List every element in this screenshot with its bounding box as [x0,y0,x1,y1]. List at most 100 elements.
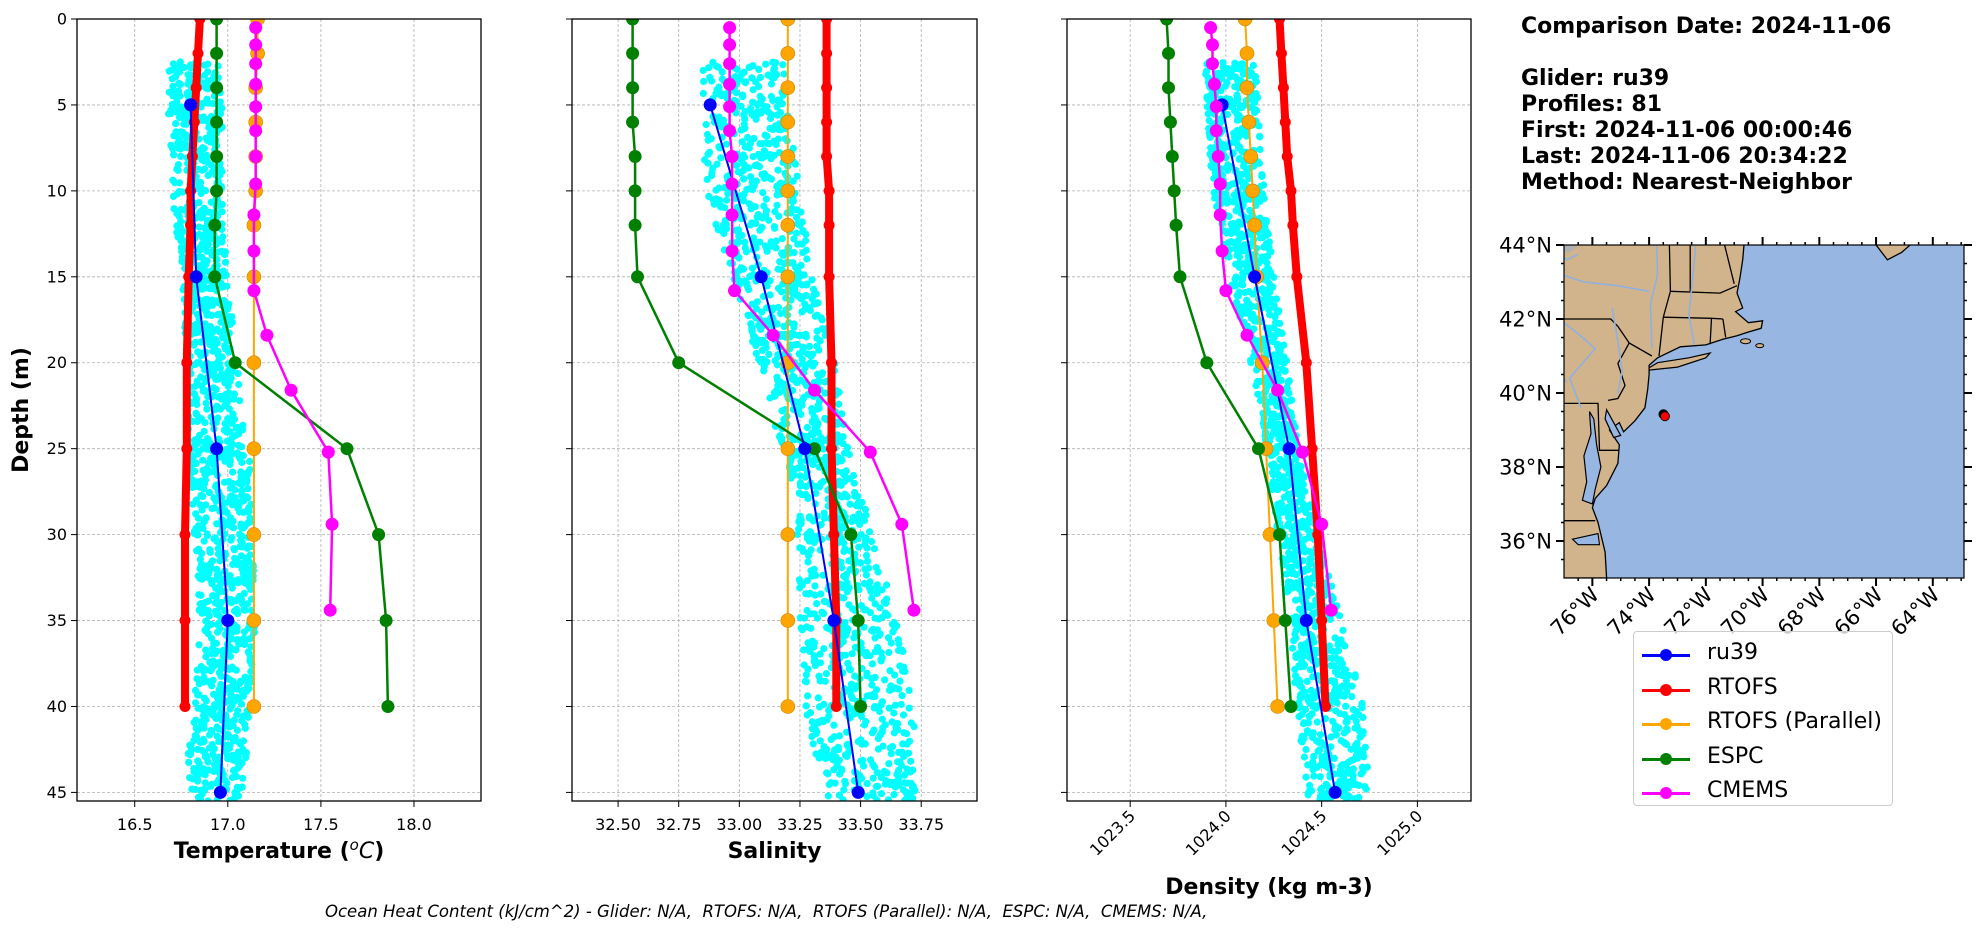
x-tick-label: 33.50 [838,815,884,834]
scatter-point [803,577,812,585]
scatter-point [813,311,821,319]
scatter-point [1262,219,1270,227]
scatter-point [745,144,753,152]
scatter-point [200,517,208,526]
scatter-point [732,89,740,97]
scatter-point [909,766,917,774]
scatter-point [167,141,175,149]
scatter-point [1316,731,1325,739]
scatter-point [226,320,234,328]
series-marker [1285,185,1297,197]
glider-scatter [1202,58,1371,801]
scatter-point [874,568,882,576]
scatter-point [1233,116,1241,124]
scatter-point [1225,212,1233,220]
scatter-point [900,752,908,761]
scatter-point [899,740,907,748]
scatter-point [188,481,196,489]
scatter-point [234,370,242,378]
scatter-point [797,261,805,269]
scatter-point [799,547,807,556]
scatter-point [214,544,222,553]
series-ru39 [184,98,235,799]
scatter-point [246,573,254,581]
x-axis-label: Temperature (oC) [174,836,385,864]
scatter-point [1274,500,1282,508]
scatter-point [841,777,849,785]
scatter-point [246,518,254,526]
series-marker [1275,47,1287,59]
scatter-point [838,564,846,572]
scatter-point [1336,710,1344,718]
scatter-point [216,98,224,106]
scatter-point [195,641,203,649]
scatter-point [165,67,173,75]
series-marker [249,150,263,163]
scatter-point [1359,768,1367,776]
scatter-point [1352,780,1360,789]
y-tick-label: 15 [47,267,67,286]
state-border [1709,318,1713,345]
scatter-point [840,547,848,556]
series-marker [1328,785,1342,799]
scatter-point [824,753,832,762]
river [1649,245,1659,349]
series-marker [1315,517,1329,531]
scatter-point [760,147,768,155]
scatter-point [212,482,220,491]
scatter-point [1275,435,1283,443]
scatter-point [172,120,180,128]
scatter-point [1251,73,1260,81]
series-marker [1240,328,1254,342]
scatter-point [907,779,915,787]
scatter-point [699,66,707,75]
scatter-point [200,537,208,545]
scatter-point [194,793,202,801]
scatter-point [192,699,200,707]
scatter-point [195,223,203,231]
scatter-point [200,720,208,728]
scatter-point [215,363,223,371]
scatter-point [879,742,887,750]
scatter-point [732,161,741,169]
scatter-point [1286,397,1294,405]
series-marker [1248,270,1262,284]
scatter-point [210,535,218,543]
scatter-point [776,258,784,266]
temperature-panel: 16.5 17.0 17.5 18.0051015202530354045Temper… [47,10,482,864]
x-tick-label: 18.0 [396,815,432,834]
scatter-point [820,597,829,606]
series-marker [798,442,812,456]
y-tick-label: 35 [47,611,67,630]
series-espc [208,19,395,713]
scatter-point [1231,275,1239,283]
scatter-point [862,648,871,657]
scatter-point [699,89,707,98]
scatter-point [190,443,199,451]
y-tick-label: 30 [47,525,67,544]
scatter-point [1291,545,1300,553]
scatter-point [812,290,820,298]
scatter-point [241,522,249,530]
map-lon-label: 64°W [1886,582,1944,640]
scatter-point [722,140,731,148]
scatter-point [1235,288,1243,296]
scatter-point [1358,699,1366,708]
scatter-point [736,169,745,177]
scatter-point [1348,682,1356,690]
legend-item-rtofs: RTOFS [1634,673,1892,708]
scatter-point [219,233,227,241]
scatter-point [1207,144,1215,152]
scatter-point [773,361,782,369]
series-line [252,27,334,611]
scatter-point [895,781,903,789]
scatter-point [1303,677,1311,686]
series-marker [628,218,642,232]
scatter-point [1355,793,1363,801]
scatter-point [1343,725,1351,733]
scatter-point [813,342,821,350]
legend-label: RTOFS (Parallel) [1707,709,1882,734]
scatter-point [1296,485,1304,493]
scatter-point [903,765,911,773]
scatter-point [194,726,202,734]
